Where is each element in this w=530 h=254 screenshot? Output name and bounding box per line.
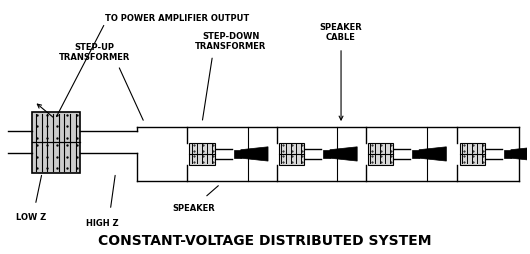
Text: TO POWER AMPLIFIER OUTPUT: TO POWER AMPLIFIER OUTPUT (105, 14, 249, 23)
Bar (279, 144, 304, 165)
Polygon shape (511, 147, 530, 162)
Bar (368, 144, 393, 165)
Text: HIGH Z: HIGH Z (86, 218, 119, 227)
Bar (460, 144, 485, 165)
Text: STEP-UP
TRANSFORMER: STEP-UP TRANSFORMER (59, 43, 130, 62)
Bar (190, 144, 215, 165)
Text: LOW Z: LOW Z (16, 212, 47, 221)
Bar (234, 150, 241, 158)
Polygon shape (419, 147, 446, 162)
Polygon shape (330, 147, 357, 162)
Bar (32, 112, 80, 173)
Text: STEP-DOWN
TRANSFORMER: STEP-DOWN TRANSFORMER (195, 31, 267, 51)
Text: SPEAKER: SPEAKER (173, 203, 216, 212)
Bar (504, 150, 511, 158)
Bar (323, 150, 330, 158)
Text: SPEAKER
CABLE: SPEAKER CABLE (320, 23, 363, 42)
Polygon shape (241, 147, 268, 162)
Text: CONSTANT-VOLTAGE DISTRIBUTED SYSTEM: CONSTANT-VOLTAGE DISTRIBUTED SYSTEM (98, 233, 432, 247)
Bar (412, 150, 419, 158)
